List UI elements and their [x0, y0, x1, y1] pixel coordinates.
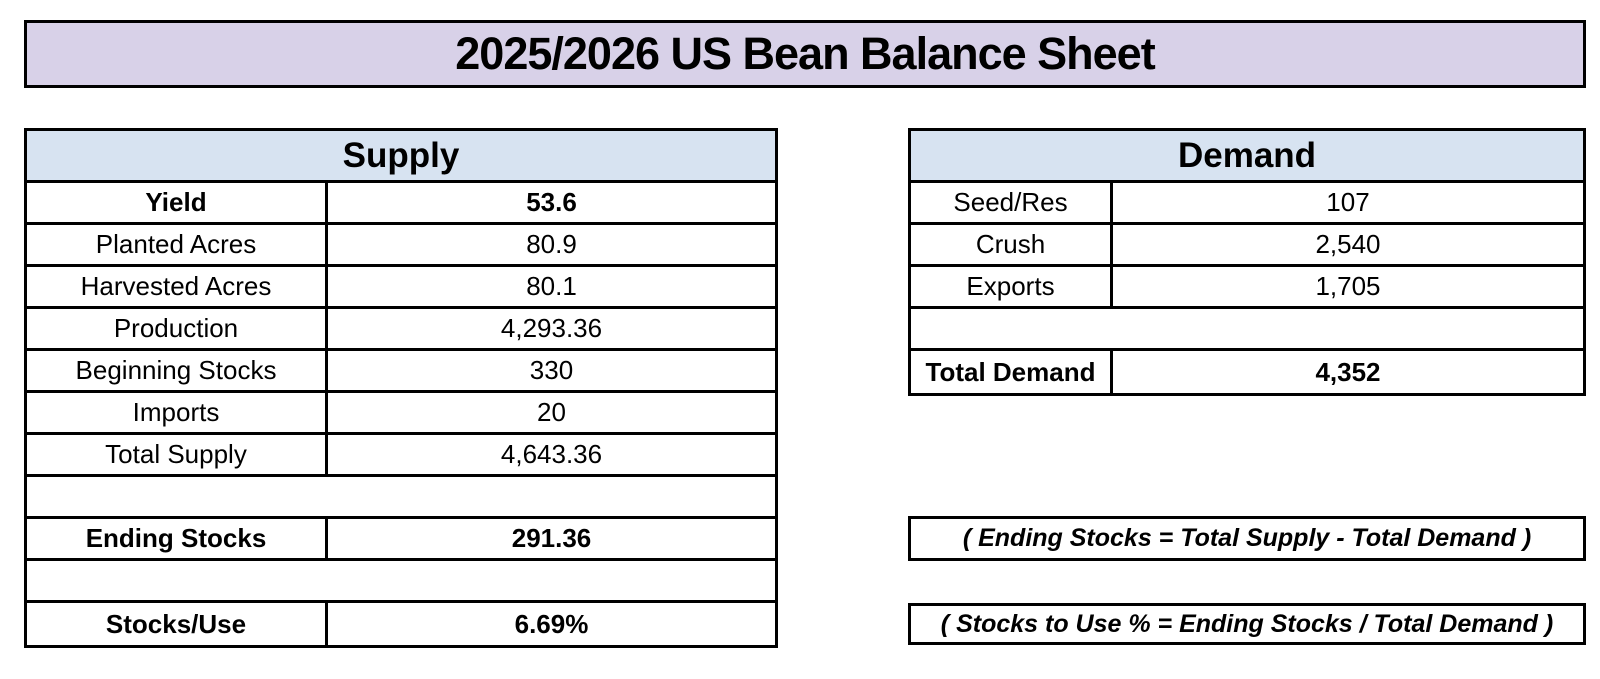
demand-total-demand-value: 4,352 — [1315, 356, 1381, 387]
supply-header-label: Supply — [342, 135, 460, 175]
supply-total-supply-value: 4,643.36 — [500, 439, 603, 469]
table-row: Total Demand 4,352 — [911, 351, 1583, 393]
supply-harvested-acres-label: Harvested Acres — [27, 267, 328, 306]
supply-total-supply-label: Total Supply — [27, 435, 328, 474]
empty-spacer-row — [27, 477, 775, 519]
stocks-to-use-formula-note: ( Stocks to Use % = Ending Stocks / Tota… — [908, 603, 1586, 645]
demand-exports-value: 1,705 — [1315, 271, 1381, 301]
ending-stocks-formula-text: ( Ending Stocks = Total Supply - Total D… — [962, 524, 1532, 552]
supply-imports-value: 20 — [537, 397, 566, 427]
demand-seed-res-value: 107 — [1326, 187, 1370, 217]
supply-imports-label: Imports — [27, 393, 328, 432]
page-title-text: 2025/2026 US Bean Balance Sheet — [455, 28, 1155, 79]
supply-planted-acres-value: 80.9 — [526, 229, 577, 259]
table-row: Production 4,293.36 — [27, 309, 775, 351]
demand-table-header: Demand — [911, 131, 1583, 183]
table-row: Harvested Acres 80.1 — [27, 267, 775, 309]
stocks-to-use-formula-text: ( Stocks to Use % = Ending Stocks / Tota… — [940, 609, 1554, 638]
table-row: Ending Stocks 291.36 — [27, 519, 775, 561]
demand-exports-label: Exports — [911, 267, 1113, 306]
supply-stocks-use-value: 6.69% — [514, 608, 589, 639]
table-row: Imports 20 — [27, 393, 775, 435]
supply-ending-stocks-value: 291.36 — [511, 523, 592, 553]
demand-table: Demand Seed/Res 107 Crush 2,540 Exports … — [908, 128, 1586, 396]
demand-crush-value: 2,540 — [1315, 229, 1381, 259]
empty-spacer-row — [27, 561, 775, 603]
supply-harvested-acres-value: 80.1 — [526, 271, 577, 301]
table-row: Seed/Res 107 — [911, 183, 1583, 225]
supply-ending-stocks-label: Ending Stocks — [27, 519, 328, 558]
table-row: Total Supply 4,643.36 — [27, 435, 775, 477]
demand-crush-label: Crush — [911, 225, 1113, 264]
supply-table: Supply Yield 53.6 Planted Acres 80.9 Har… — [24, 128, 778, 648]
table-row: Stocks/Use 6.69% — [27, 603, 775, 645]
ending-stocks-formula-note: ( Ending Stocks = Total Supply - Total D… — [908, 516, 1586, 561]
supply-yield-value: 53.6 — [526, 187, 577, 217]
supply-production-label: Production — [27, 309, 328, 348]
supply-yield-label: Yield — [27, 183, 328, 222]
table-row: Exports 1,705 — [911, 267, 1583, 309]
table-row: Planted Acres 80.9 — [27, 225, 775, 267]
demand-total-demand-label: Total Demand — [911, 351, 1113, 393]
empty-spacer-row — [911, 309, 1583, 351]
table-row: Beginning Stocks 330 — [27, 351, 775, 393]
supply-table-header: Supply — [27, 131, 775, 183]
table-row: Yield 53.6 — [27, 183, 775, 225]
table-row: Crush 2,540 — [911, 225, 1583, 267]
supply-beginning-stocks-value: 330 — [529, 355, 574, 385]
supply-planted-acres-label: Planted Acres — [27, 225, 328, 264]
supply-production-value: 4,293.36 — [500, 313, 603, 343]
supply-stocks-use-label: Stocks/Use — [27, 603, 328, 645]
demand-seed-res-label: Seed/Res — [911, 183, 1113, 222]
supply-beginning-stocks-label: Beginning Stocks — [27, 351, 328, 390]
demand-header-label: Demand — [1177, 135, 1317, 175]
page-title: 2025/2026 US Bean Balance Sheet — [24, 20, 1586, 88]
